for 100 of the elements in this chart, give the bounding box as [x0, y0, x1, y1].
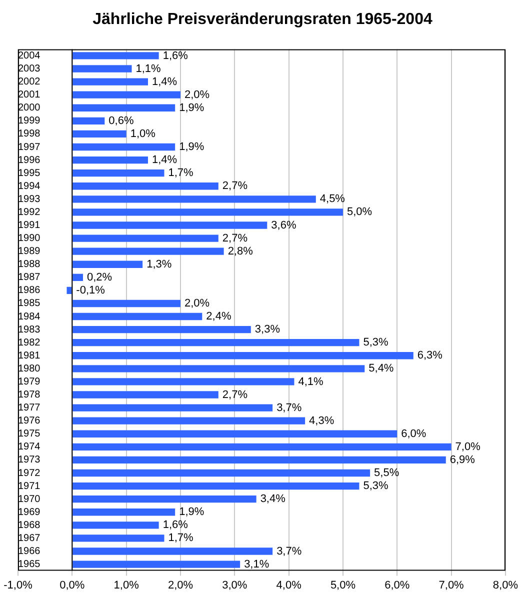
y-tick-label: 1978 — [18, 390, 41, 401]
y-tick-label: 1980 — [18, 363, 41, 374]
data-label: 1,0% — [130, 128, 156, 140]
y-tick-label: 2002 — [18, 76, 41, 88]
bar — [72, 495, 256, 503]
bar — [72, 534, 164, 542]
bar — [72, 482, 360, 490]
bar — [72, 326, 251, 334]
data-label: 1,3% — [146, 258, 172, 270]
bar — [72, 196, 316, 203]
y-tick-label: 1987 — [18, 272, 41, 284]
data-label: 1,4% — [152, 154, 178, 166]
data-label: 1,4% — [152, 76, 178, 88]
y-tick-label: 1995 — [18, 168, 41, 179]
y-tick-label: 1983 — [18, 324, 41, 336]
bar — [72, 248, 224, 255]
y-tick-label: 1998 — [18, 128, 41, 140]
bar — [72, 469, 370, 477]
data-label: 1,1% — [136, 62, 162, 75]
y-tick-label: 1969 — [18, 506, 41, 518]
y-tick-label: 1977 — [18, 402, 41, 414]
data-label: 2,0% — [184, 88, 210, 101]
x-tick-label: 4,0% — [276, 579, 302, 592]
y-tick-label: 1985 — [18, 298, 41, 310]
bar — [72, 156, 148, 164]
bar — [66, 286, 72, 294]
bar — [72, 430, 398, 438]
data-label: 2,0% — [184, 298, 210, 310]
bar — [72, 91, 180, 98]
y-tick-label: 1984 — [18, 311, 41, 322]
bar — [72, 456, 446, 464]
bar — [72, 65, 132, 72]
bar — [72, 560, 240, 568]
y-tick-label: 2000 — [18, 102, 41, 114]
y-tick-label: 1990 — [18, 233, 41, 244]
data-label: 1,6% — [162, 50, 188, 62]
data-label: 6,0% — [401, 428, 426, 440]
y-tick-label: 1996 — [18, 154, 41, 166]
x-tick-label: 5,0% — [330, 579, 356, 592]
y-tick-label: 1976 — [18, 416, 41, 427]
bar — [72, 274, 83, 281]
data-label: 3,7% — [276, 545, 302, 558]
bar — [72, 352, 414, 360]
data-label: 5,3% — [363, 336, 389, 349]
y-tick-label: 1988 — [18, 259, 41, 270]
chart-title: Jährliche Preisveränderungsraten 1965-2004 — [92, 11, 432, 28]
data-label: 2,7% — [222, 388, 248, 401]
y-tick-label: 1973 — [18, 454, 41, 466]
y-tick-label: 1997 — [18, 142, 41, 153]
y-tick-label: 1993 — [18, 194, 41, 205]
data-label: 3,6% — [271, 219, 296, 232]
bar — [72, 391, 218, 398]
data-label: 4,5% — [320, 193, 346, 206]
y-tick-label: 2004 — [18, 50, 41, 62]
data-label: 6,3% — [417, 350, 443, 362]
bar — [72, 443, 452, 451]
data-label: 7,0% — [455, 440, 481, 453]
y-tick-label: 1974 — [18, 442, 41, 453]
bar — [72, 339, 360, 346]
y-tick-label: 1970 — [18, 494, 41, 505]
y-tick-label: 1971 — [18, 480, 41, 492]
data-label: 3,1% — [244, 558, 270, 570]
bar — [72, 143, 176, 151]
bar — [72, 234, 218, 242]
data-label: 3,4% — [260, 493, 286, 506]
data-label: 2,8% — [228, 245, 254, 258]
data-label: 5,3% — [363, 480, 389, 492]
bar — [72, 104, 176, 112]
bar — [72, 169, 164, 177]
bar — [72, 208, 343, 216]
x-tick-label: 3,0% — [222, 579, 248, 592]
y-tick-label: 2001 — [18, 90, 41, 101]
y-tick-label: 1965 — [18, 559, 41, 570]
bar — [72, 222, 268, 229]
data-label: 4,1% — [298, 376, 324, 388]
y-tick-label: 1975 — [18, 428, 41, 440]
bar — [72, 130, 126, 138]
bar — [72, 522, 159, 529]
y-tick-label: 1986 — [18, 285, 41, 296]
x-tick-label: 2,0% — [168, 579, 194, 592]
bar — [72, 117, 105, 125]
y-tick-label: 1972 — [18, 468, 41, 479]
y-tick-label: 1999 — [18, 116, 41, 127]
y-tick-label: 1981 — [18, 350, 41, 362]
data-label: 2,4% — [206, 310, 232, 323]
bar — [72, 508, 176, 516]
data-label: 2,7% — [222, 232, 248, 244]
y-tick-label: 1967 — [18, 532, 41, 544]
y-tick-label: 1994 — [18, 180, 41, 192]
bar — [72, 365, 365, 372]
data-label: 0,2% — [86, 271, 112, 284]
data-label: 5,5% — [374, 467, 400, 480]
data-label: 6,9% — [450, 454, 476, 466]
data-label: 1,9% — [179, 102, 204, 114]
bar — [72, 78, 148, 86]
y-tick-label: 1982 — [18, 337, 41, 348]
y-tick-label: 1991 — [18, 220, 41, 231]
data-label: 2,7% — [222, 180, 248, 192]
bar — [72, 182, 218, 190]
data-label: 4,3% — [309, 414, 334, 427]
